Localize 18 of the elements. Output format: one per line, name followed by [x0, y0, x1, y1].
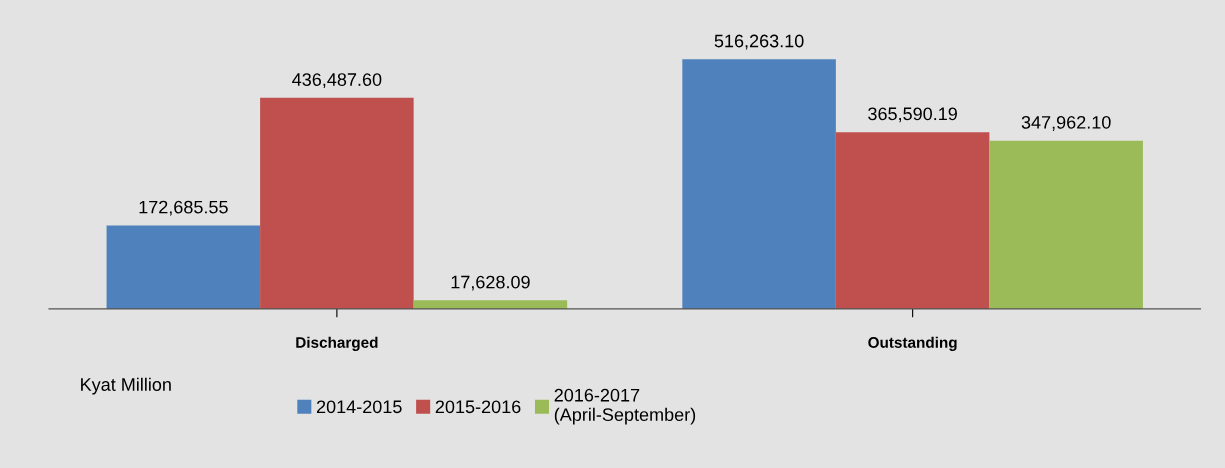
data-label: 365,590.19 [868, 107, 957, 123]
bar [413, 300, 568, 309]
data-label: 172,685.55 [139, 200, 228, 216]
data-label: 17,628.09 [451, 275, 530, 291]
legend-label: 2014-2015 [316, 400, 402, 414]
data-label: 436,487.60 [292, 73, 382, 89]
x-tick-label: Outstanding [868, 336, 957, 351]
bar [260, 97, 414, 309]
bar [835, 132, 990, 309]
bar [682, 59, 836, 309]
legend-label: 2016-2017 (April-September) [554, 388, 696, 425]
bar [106, 225, 261, 309]
legend-label: 2015-2016 [435, 400, 521, 414]
x-tick-label: Discharged [296, 336, 378, 351]
text: Kyat Million [81, 377, 171, 395]
data-label: 347,962.10 [1021, 115, 1111, 131]
bar [989, 140, 1143, 309]
data-label: 516,263.10 [714, 34, 804, 50]
